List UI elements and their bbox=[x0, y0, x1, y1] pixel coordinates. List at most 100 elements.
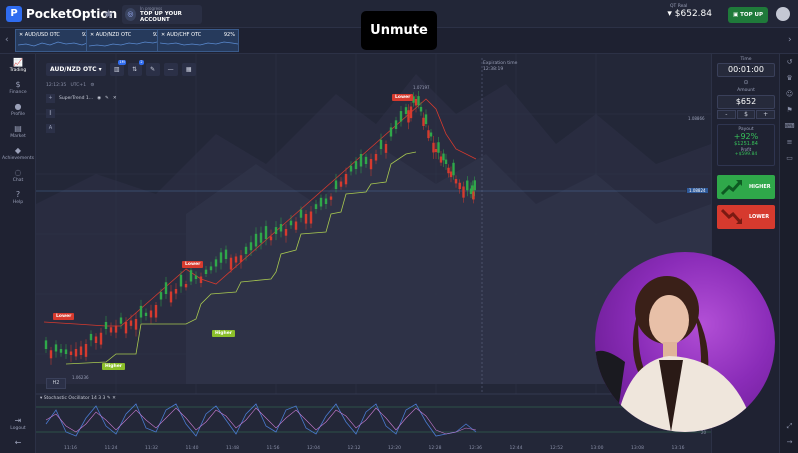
asset-tab[interactable]: ✕ AUD/USD OTC 92% bbox=[15, 29, 97, 52]
candle bbox=[179, 274, 183, 287]
asset-select-label: AUD/NZD OTC bbox=[50, 66, 97, 73]
asset-tab[interactable]: ✕ AUD/CHF OTC 92% bbox=[157, 29, 239, 52]
candle bbox=[274, 227, 278, 234]
candle bbox=[59, 348, 63, 353]
nav-market[interactable]: ▤ Market bbox=[0, 124, 36, 139]
amount-plus-button[interactable]: + bbox=[756, 110, 776, 119]
pause-icon[interactable]: ∥ bbox=[46, 109, 55, 118]
presenter-face bbox=[649, 295, 689, 345]
candle bbox=[444, 159, 448, 164]
time-input[interactable]: 00:01:00 bbox=[717, 63, 775, 77]
candle bbox=[407, 110, 410, 123]
oscillator-label: ▾ Stochastic Oscillator 14 3 3 ✎ ✕ bbox=[40, 396, 116, 401]
nav-chat[interactable]: ◌ Chat bbox=[0, 168, 36, 183]
nav-profile[interactable]: ● Profile bbox=[0, 102, 36, 117]
candle bbox=[214, 259, 218, 267]
asset-tab-label: AUD/USD OTC bbox=[24, 32, 60, 38]
settings-icon[interactable]: ⚙ bbox=[90, 83, 95, 88]
candle bbox=[84, 344, 88, 357]
nav-trading[interactable]: 📈 Trading bbox=[0, 58, 36, 73]
signals-icon[interactable]: ⚑ bbox=[786, 106, 793, 114]
candle bbox=[164, 282, 168, 294]
signal-higher-label: Higher bbox=[102, 363, 126, 370]
chat-icon: ◌ bbox=[14, 168, 22, 177]
nav-help[interactable]: ? Help bbox=[0, 190, 36, 205]
signal-higher-label: Higher bbox=[212, 330, 236, 337]
candle bbox=[94, 336, 98, 344]
star-icon[interactable]: ★ bbox=[103, 7, 114, 21]
nav-label: Achievements bbox=[2, 156, 34, 161]
nav-finance[interactable]: $ Finance bbox=[0, 80, 36, 95]
express-icon[interactable]: ≡ bbox=[786, 138, 793, 146]
payout-amount: $1251.84 bbox=[734, 141, 758, 147]
higher-button[interactable]: HIGHER bbox=[717, 175, 775, 199]
candle bbox=[99, 332, 103, 345]
lower-button[interactable]: LOWER bbox=[717, 205, 775, 229]
time-label: Time bbox=[740, 57, 752, 62]
currency-toggle[interactable]: $ bbox=[736, 110, 756, 119]
history-icon[interactable]: ↺ bbox=[786, 58, 793, 66]
edit-icon[interactable]: ✎ bbox=[105, 96, 109, 101]
candle bbox=[194, 275, 198, 279]
arrow-right-icon[interactable]: → bbox=[786, 438, 793, 446]
close-icon[interactable]: ✕ bbox=[112, 96, 117, 101]
price-high-label: 1.07197 bbox=[413, 85, 430, 90]
account-balance[interactable]: QT Real ▾ $652.84 bbox=[666, 4, 712, 19]
edit-icon[interactable]: ✎ bbox=[106, 396, 111, 401]
nav-achievements[interactable]: ◆ Achievements bbox=[0, 146, 36, 161]
eye-icon[interactable]: ◉ bbox=[97, 96, 102, 101]
asset-tab[interactable]: ✕ AUD/NZD OTC 92% bbox=[86, 29, 168, 52]
unmute-button[interactable]: Unmute bbox=[361, 11, 437, 50]
candle bbox=[454, 179, 458, 184]
candle bbox=[354, 161, 358, 169]
payout-label: Payout bbox=[738, 127, 754, 132]
candle bbox=[384, 144, 388, 153]
stochastic-d-line bbox=[45, 407, 477, 435]
add-indicator-icon[interactable]: + bbox=[46, 94, 55, 103]
tabs-prev-icon[interactable]: ‹ bbox=[5, 35, 9, 45]
tabs-next-icon[interactable]: › bbox=[788, 35, 792, 45]
logo[interactable]: P PocketOption bbox=[6, 6, 117, 22]
keyboard-icon[interactable]: ▭ bbox=[786, 154, 793, 162]
time-axis-label: 12:04 bbox=[307, 445, 320, 451]
top-up-button[interactable]: ▣ TOP UP bbox=[728, 7, 768, 23]
expiration-time: 12:38:19 bbox=[483, 67, 504, 72]
nav-label: Profile bbox=[11, 112, 25, 117]
text-tool-icon[interactable]: A bbox=[46, 124, 55, 133]
close-icon[interactable]: ✕ bbox=[112, 396, 116, 401]
indicator-row: + SuperTrend 1... ◉ ✎ ✕ bbox=[46, 94, 117, 103]
profit-value: +$599.84 bbox=[734, 152, 758, 157]
amount-minus-button[interactable]: - bbox=[717, 110, 736, 119]
candle bbox=[424, 114, 428, 124]
hotkeys-icon[interactable]: ⌨ bbox=[784, 122, 795, 130]
timeframe-select[interactable]: H2 bbox=[46, 378, 66, 389]
asset-select[interactable]: AUD/NZD OTC ▾ bbox=[46, 63, 106, 76]
social-icon[interactable]: ☺ bbox=[785, 90, 794, 98]
candle bbox=[389, 127, 393, 137]
arrow-up-icon bbox=[721, 180, 743, 196]
indicators-button[interactable]: ⇅ 2 bbox=[127, 60, 144, 76]
right-toolbar: ↺ ♛ ☺ ⚑ ⌨ ≡ ▭ ⤢ → bbox=[779, 54, 798, 453]
candle bbox=[319, 197, 323, 207]
drawing-tools-button[interactable]: ✎ bbox=[145, 63, 160, 76]
layout-grid-button[interactable]: ▦ bbox=[181, 63, 196, 76]
nav-logout[interactable]: ⇥ Logout bbox=[0, 416, 36, 431]
expiration-label: Expiration time bbox=[483, 61, 518, 66]
chart-canvas[interactable]: 11:16 11:24 11:32 11:40 11:48 11:56 12:04 12:12… bbox=[36, 54, 711, 453]
avatar[interactable] bbox=[776, 7, 790, 21]
candle bbox=[314, 204, 318, 209]
trophy-icon[interactable]: ♛ bbox=[786, 74, 793, 82]
amount-input[interactable]: $652 bbox=[717, 95, 775, 109]
candle bbox=[434, 149, 438, 153]
chart-area[interactable]: 11:16 11:24 11:32 11:40 11:48 11:56 12:04 12:12… bbox=[36, 54, 711, 453]
candle bbox=[439, 156, 443, 163]
fullscreen-icon[interactable]: ⤢ bbox=[786, 422, 793, 430]
collapse-icon[interactable]: ▾ bbox=[40, 396, 43, 401]
line-tool-button[interactable]: — bbox=[163, 63, 178, 76]
topup-promo-banner[interactable]: ◎ In progress TOP UP YOUR ACCOUNT bbox=[122, 5, 202, 24]
supertrend-down-line bbox=[43, 98, 477, 327]
clock-icon[interactable]: ⊙ bbox=[743, 79, 749, 86]
chart-type-button[interactable]: ▥ 1M bbox=[109, 60, 126, 76]
collapse-nav[interactable]: ← bbox=[0, 438, 36, 447]
candle bbox=[259, 232, 263, 243]
